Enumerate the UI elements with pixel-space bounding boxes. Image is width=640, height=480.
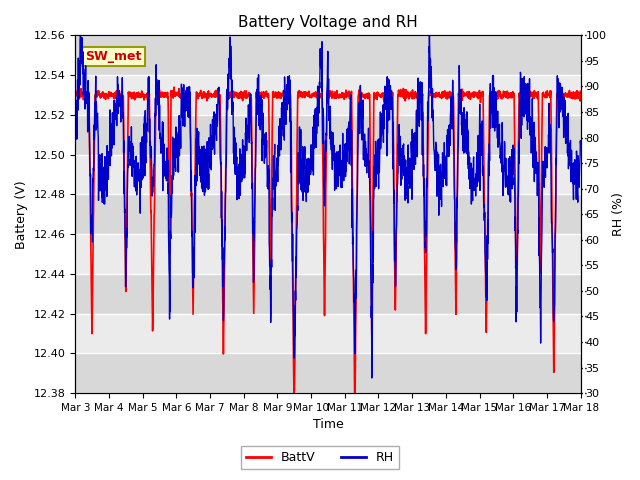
Bar <box>76 75 580 115</box>
Y-axis label: RH (%): RH (%) <box>612 192 625 236</box>
Legend: BattV, RH: BattV, RH <box>241 446 399 469</box>
Bar <box>76 36 580 75</box>
Y-axis label: Battery (V): Battery (V) <box>15 180 28 249</box>
X-axis label: Time: Time <box>312 419 343 432</box>
Bar <box>76 234 580 274</box>
Bar <box>76 353 580 393</box>
Bar <box>76 115 580 155</box>
Bar <box>76 274 580 313</box>
Text: SW_met: SW_met <box>85 49 141 63</box>
Title: Battery Voltage and RH: Battery Voltage and RH <box>238 15 418 30</box>
Bar <box>76 194 580 234</box>
Bar <box>76 313 580 353</box>
Bar <box>76 155 580 194</box>
